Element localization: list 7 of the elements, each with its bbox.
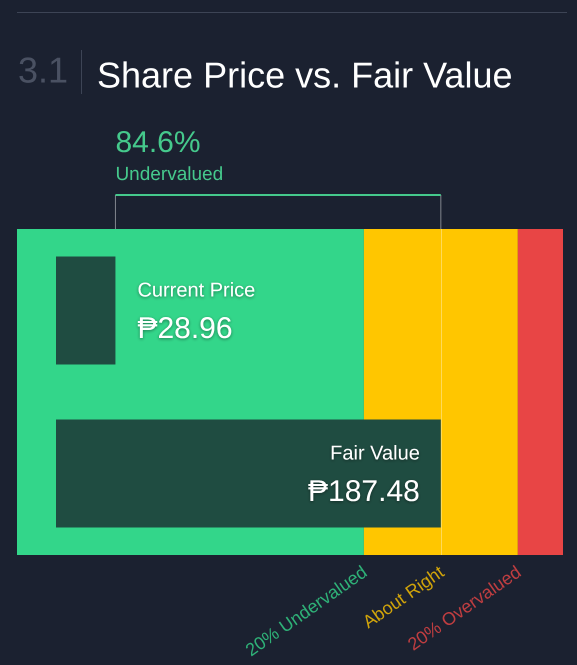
y-tick-label: Current Price xyxy=(137,280,256,302)
data-label: ₱187.48 xyxy=(308,475,420,508)
text: 84.6% xyxy=(115,126,201,159)
y-tick-label: Fair Value xyxy=(330,442,420,464)
text: Undervalued xyxy=(115,164,224,185)
data-label: ₱28.96 xyxy=(137,312,233,345)
chart-title: Share Price vs. Fair Value xyxy=(97,54,512,96)
